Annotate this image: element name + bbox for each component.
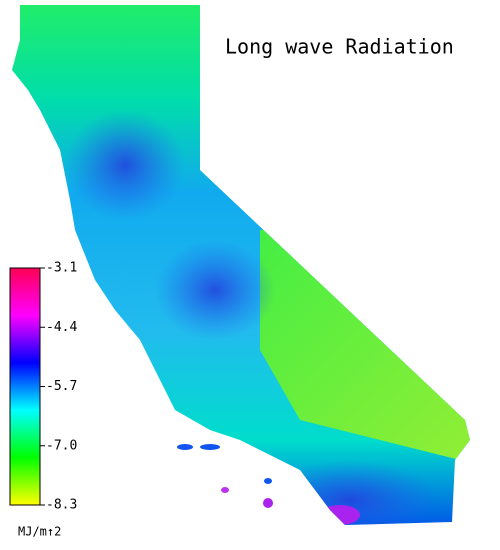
colorbar-tick-label: -8.3 bbox=[46, 498, 77, 513]
colorbar-tick-label: -4.4 bbox=[46, 320, 77, 335]
colorbar bbox=[9, 267, 41, 506]
map-title: Long wave Radiation bbox=[225, 35, 454, 59]
islands bbox=[177, 444, 273, 508]
colorbar-unit: MJ/m↑2 bbox=[18, 525, 61, 539]
colorbar-tick-label: -5.7 bbox=[46, 379, 77, 394]
colorbar-tick-label: -3.1 bbox=[46, 261, 77, 276]
colorbar-tick-label: -7.0 bbox=[46, 438, 77, 453]
